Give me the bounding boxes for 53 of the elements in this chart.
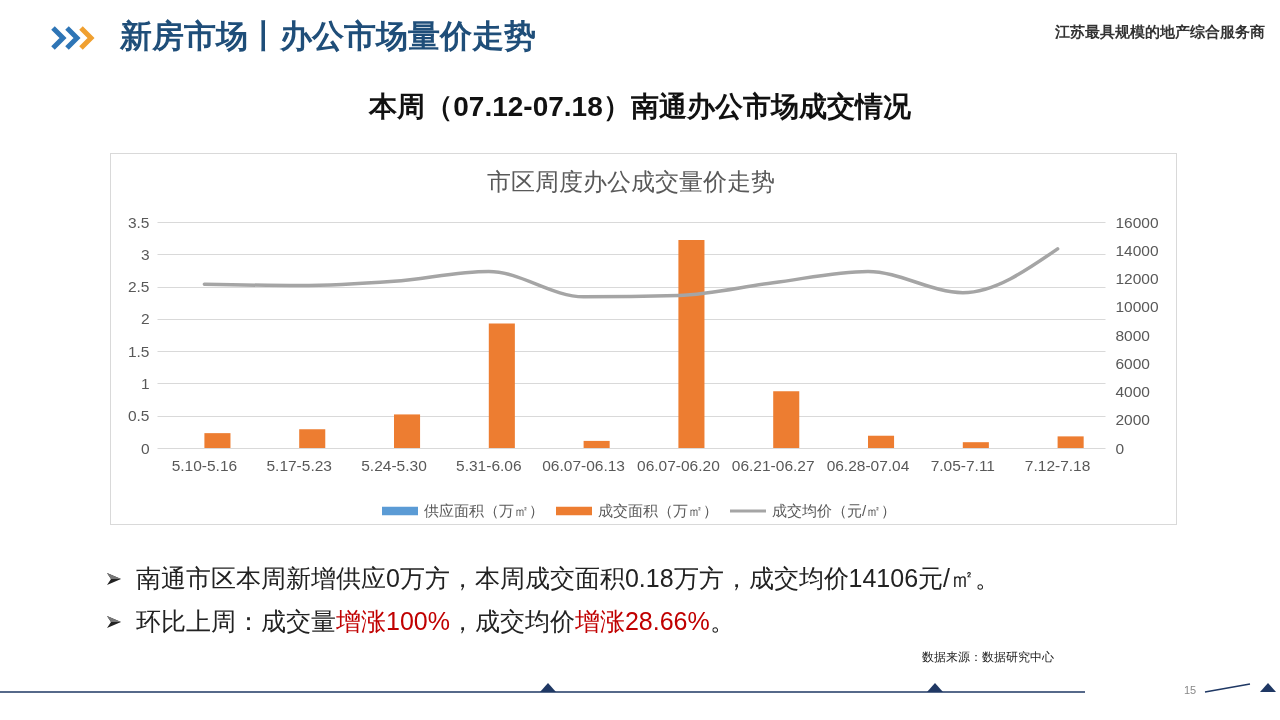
y2-tick-label: 10000 <box>1115 298 1159 316</box>
y-tick-label: 1.5 <box>127 342 150 360</box>
bar <box>299 429 326 448</box>
text: 本周（07.12-07.18）南通办公市场成交情况 <box>369 90 911 124</box>
text: 增涨28.66% <box>574 607 710 635</box>
x-tick-label: 5.17-5.23 <box>266 456 332 474</box>
text: 15 <box>1184 684 1197 696</box>
x-tick-label: 06.28-07.04 <box>826 456 910 474</box>
bar <box>962 442 989 448</box>
text: 南通市区本周新增供应0万方，本周成交面积0.18万方，成交均价14106元/㎡。 <box>136 564 1001 592</box>
y-tick-label: 2.5 <box>127 278 150 296</box>
legend-label: 供应面积（万㎡） <box>424 502 544 519</box>
bar <box>1057 436 1084 448</box>
line-series <box>202 247 1060 299</box>
y2-tick-label: 12000 <box>1115 270 1159 287</box>
y-tick-label: 1 <box>140 374 150 392</box>
text: 环比上周：成交量 <box>136 607 336 635</box>
y2-tick-label: 14000 <box>1115 241 1159 259</box>
y2-tick-label: 4000 <box>1115 383 1151 400</box>
legend-label: 成交面积（万㎡） <box>598 502 718 519</box>
text: ，成交均价 <box>449 607 575 635</box>
y2-tick-label: 16000 <box>1115 213 1159 231</box>
text: 增涨100% <box>336 607 450 635</box>
bar <box>868 435 895 448</box>
text: 新房市场丨办公市场量价走势 <box>120 17 536 56</box>
y-tick-label: 3 <box>140 245 150 263</box>
y-tick-label: 0 <box>140 439 150 457</box>
bar <box>488 323 515 448</box>
x-tick-label: 5.31-6.06 <box>456 456 522 474</box>
bar <box>204 433 231 448</box>
text: 江苏最具规模的地产综合服务商 <box>1055 23 1265 42</box>
x-tick-label: 7.12-7.18 <box>1024 456 1091 474</box>
text: 。 <box>709 607 735 635</box>
x-tick-label: 5.24-5.30 <box>361 456 428 474</box>
x-tick-label: 7.05-7.11 <box>930 456 995 474</box>
legend-label: 成交均价（元/㎡） <box>772 502 897 519</box>
y2-tick-label: 2000 <box>1115 411 1151 429</box>
source-note: 数据来源：数据研究中心 <box>922 649 1054 666</box>
y2-tick-label: 8000 <box>1115 326 1151 344</box>
x-tick-label: 06.21-06.27 <box>731 456 815 474</box>
bar <box>583 440 610 448</box>
y-tick-label: 2 <box>140 310 150 328</box>
bar <box>773 391 800 448</box>
y2-tick-label: 0 <box>1115 439 1125 457</box>
x-tick-label: 06.07-06.20 <box>637 456 721 474</box>
chart-title: 市区周度办公成交量价走势 <box>487 168 775 195</box>
y-tick-label: 3.5 <box>127 213 150 231</box>
x-tick-label: 06.07-06.13 <box>542 456 625 474</box>
x-tick-label: 5.10-5.16 <box>171 456 238 474</box>
bar <box>678 240 705 448</box>
y-tick-label: 0.5 <box>127 407 150 425</box>
y2-tick-label: 6000 <box>1115 354 1151 372</box>
bar <box>394 414 421 448</box>
